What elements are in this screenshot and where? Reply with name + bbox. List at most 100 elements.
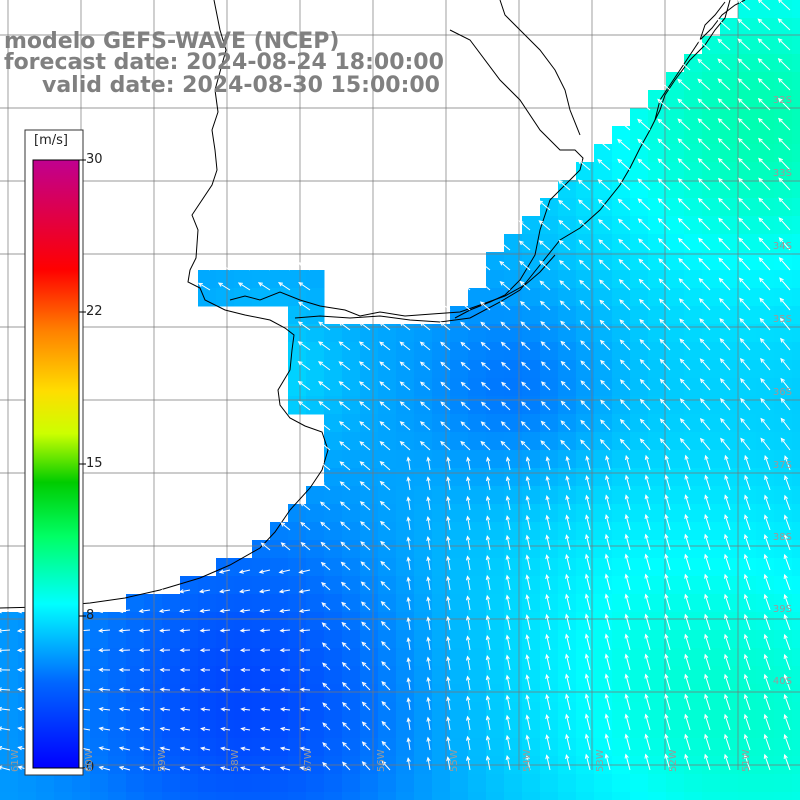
field-cell (720, 54, 739, 73)
field-cell (306, 378, 325, 397)
field-cell (144, 720, 163, 739)
field-cell (450, 450, 469, 469)
field-cell (792, 126, 800, 145)
field-cell (540, 702, 559, 721)
field-cell (414, 774, 433, 793)
wind-vector (338, 321, 351, 331)
field-cell (324, 468, 343, 487)
wind-vector (577, 179, 591, 191)
field-cell (792, 432, 800, 451)
field-cell (630, 126, 649, 145)
wind-vector (406, 576, 411, 591)
wind-vector (426, 496, 431, 511)
field-cell (576, 270, 595, 289)
wind-vector (698, 237, 711, 251)
field-cell (486, 504, 505, 523)
field-cell (306, 792, 325, 800)
field-cell (162, 666, 181, 685)
field-cell (666, 648, 685, 667)
wind-vector (0, 706, 11, 712)
field-cell (648, 630, 667, 649)
wind-vector (697, 98, 711, 111)
wind-vector (638, 258, 651, 271)
field-cell (54, 774, 73, 793)
wind-vector (717, 58, 731, 71)
wind-vector (539, 260, 551, 271)
valid-date: valid date: 2024-08-30 15:00:00 (42, 73, 440, 98)
wind-vector (684, 553, 691, 571)
field-cell (360, 666, 379, 685)
wind-vector (339, 501, 351, 511)
field-cell (306, 288, 325, 307)
wind-vector (279, 687, 291, 692)
wind-vector (406, 496, 411, 511)
field-cell (558, 396, 577, 415)
field-cell (234, 648, 253, 667)
wind-vector (617, 198, 631, 211)
field-cell (630, 558, 649, 577)
field-cell (738, 684, 757, 703)
field-cell (738, 90, 757, 109)
wind-vector (697, 138, 711, 151)
wind-vector (604, 733, 611, 751)
field-cell (594, 522, 613, 541)
wind-vector (300, 542, 311, 551)
field-cell (198, 738, 217, 757)
field-cell (504, 576, 523, 595)
wind-vector (299, 687, 311, 692)
field-cell (738, 774, 757, 793)
field-cell (252, 576, 271, 595)
field-cell (774, 576, 793, 595)
wind-vector (677, 237, 691, 251)
field-cell (648, 486, 667, 505)
wind-vector (480, 341, 491, 351)
field-cell (702, 648, 721, 667)
wind-vector (259, 647, 271, 653)
field-cell (162, 720, 181, 739)
wind-vector (560, 380, 571, 391)
field-cell (126, 630, 145, 649)
field-cell (702, 306, 721, 325)
field-cell (432, 774, 451, 793)
wind-vector (361, 741, 371, 751)
field-cell (216, 774, 235, 793)
field-cell (792, 648, 800, 667)
field-cell (648, 450, 667, 469)
wind-vector (778, 217, 791, 231)
field-cell (720, 234, 739, 253)
wind-vector (664, 533, 671, 551)
field-cell (504, 594, 523, 613)
wind-vector (199, 667, 211, 673)
wind-vector (617, 138, 631, 151)
wind-vector (485, 755, 491, 771)
field-cell (612, 792, 631, 800)
wind-vector (565, 553, 571, 571)
wind-vector (759, 317, 771, 331)
wind-vector (139, 746, 151, 751)
field-cell (630, 630, 649, 649)
field-cell (630, 324, 649, 343)
wind-vector (419, 341, 431, 351)
wind-vector (580, 400, 591, 411)
wind-vector (604, 593, 611, 611)
field-cell (792, 792, 800, 800)
field-cell (666, 504, 685, 523)
field-cell (792, 324, 800, 343)
field-cell (702, 90, 721, 109)
field-cell (774, 468, 793, 487)
wind-vector (98, 726, 111, 731)
field-cell (198, 684, 217, 703)
wind-vector (260, 667, 271, 673)
field-cell (792, 180, 800, 199)
wind-vector (426, 696, 431, 711)
wind-vector (138, 648, 151, 653)
field-cell (450, 324, 469, 343)
field-cell (720, 396, 739, 415)
wind-vector (426, 656, 431, 671)
wind-vector (361, 661, 371, 671)
wind-vector (399, 440, 411, 451)
field-cell (630, 612, 649, 631)
wind-vector (604, 633, 611, 651)
field-cell (486, 648, 505, 667)
wind-vector (538, 220, 551, 231)
